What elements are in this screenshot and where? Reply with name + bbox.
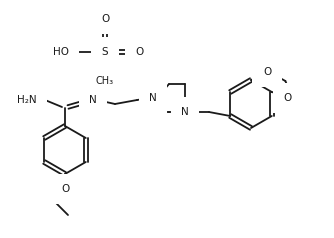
- Text: N: N: [181, 107, 189, 117]
- Text: HO: HO: [53, 47, 69, 57]
- Text: O: O: [101, 14, 109, 24]
- Text: N: N: [149, 93, 157, 103]
- Text: O: O: [284, 93, 292, 103]
- Text: O: O: [136, 47, 144, 57]
- Text: S: S: [102, 47, 108, 57]
- Text: N: N: [89, 95, 97, 105]
- Text: CH₃: CH₃: [96, 76, 114, 86]
- Text: H₂N: H₂N: [17, 95, 37, 105]
- Text: O: O: [263, 67, 271, 77]
- Text: O: O: [61, 184, 69, 194]
